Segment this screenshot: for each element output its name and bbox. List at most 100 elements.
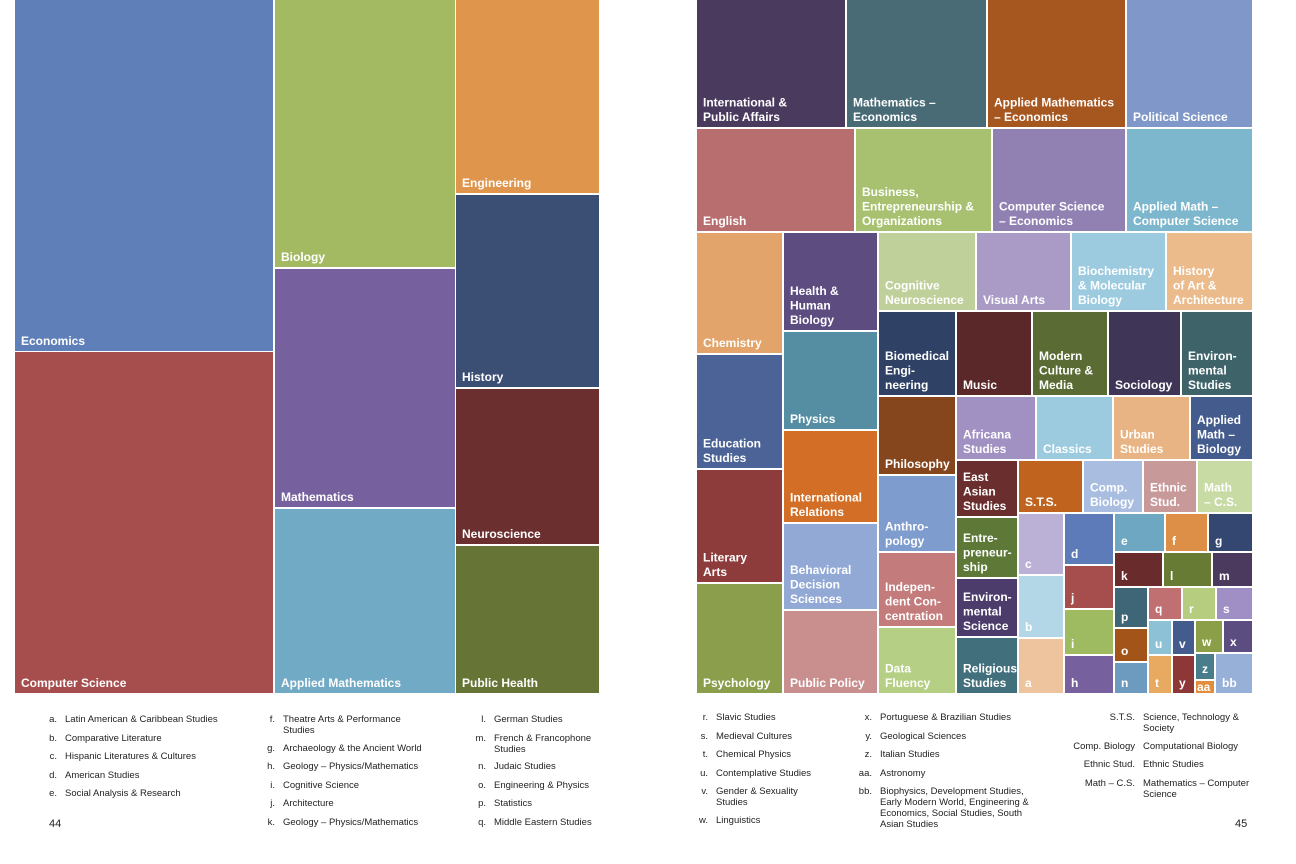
- tile-label-econ: Economics: [21, 334, 85, 348]
- tile-rect-psych: [697, 584, 782, 693]
- tile-rect-t: [1149, 656, 1171, 693]
- tile-label-v: v: [1179, 637, 1186, 651]
- legend-right-a-key: r.: [702, 712, 708, 723]
- tile-rect-pubpol: [784, 611, 877, 693]
- tile-s: s: [1217, 588, 1252, 619]
- tile-rect-envs: [1182, 312, 1252, 395]
- tile-label-bme: Biomedical Engi-neering: [885, 349, 949, 392]
- legend-right-a-key: u.: [700, 767, 708, 779]
- tile-label-lit: Literary Arts: [703, 551, 747, 580]
- tile-j: j: [1065, 566, 1113, 608]
- tile-label-chem: Chemistry: [703, 336, 762, 350]
- tile-label-classics: Classics: [1043, 442, 1092, 456]
- tile-rect-cogneuro: [879, 233, 975, 310]
- tile-rect-urban: [1114, 397, 1189, 459]
- tile-rect-math: [275, 269, 455, 507]
- legend-left-c-value: Engineering & Physics: [494, 779, 590, 791]
- legend-left-c-value: Middle Eastern Studies: [494, 816, 592, 828]
- legend-left-b-value: Geology – Physics/Mathematics: [283, 761, 419, 772]
- tile-rect-econ: [15, 0, 273, 351]
- tile-label-compbio: Comp. Biology: [1090, 481, 1134, 510]
- legend-left-a-key: b.: [49, 732, 57, 744]
- tile-classics: Classics: [1037, 397, 1112, 459]
- tile-visarts: Visual Arts: [977, 233, 1070, 310]
- legend-left-a-key: e.: [49, 788, 57, 799]
- legend-right-c-value: Computational Biology: [1143, 740, 1239, 752]
- tile-rect-afri: [957, 397, 1035, 459]
- tile-label-ambio: Applied Math – Biology: [1197, 413, 1241, 456]
- tile-label-y: y: [1179, 676, 1186, 690]
- legend-left-a-key: d.: [49, 769, 57, 781]
- legend-left-b-key: g.: [267, 742, 275, 754]
- tile-w: w: [1196, 621, 1222, 652]
- tile-i: i: [1065, 610, 1113, 654]
- legend-right-b-key: z.: [864, 749, 872, 760]
- tile-a: a: [1019, 639, 1063, 693]
- tile-label-bds: Behavioral Decision Sciences: [790, 563, 851, 606]
- tile-pols: Political Science: [1127, 0, 1252, 127]
- legend-right-c-value: Mathematics – Computer Science: [1143, 777, 1250, 800]
- tile-label-psych: Psychology: [703, 676, 771, 690]
- legend-left-a-value: Social Analysis & Research: [65, 788, 181, 799]
- tile-ir: International Relations: [784, 431, 877, 522]
- tile-label-hist: History: [462, 370, 504, 384]
- legend-right-a-value: Linguistics: [716, 814, 761, 826]
- tile-beo: Business, Entrepreneurship & Organizations: [856, 129, 991, 231]
- tile-rect-relig: [957, 638, 1017, 693]
- tile-phil: Philosophy: [879, 397, 955, 474]
- legend-left-b-value: Architecture: [283, 798, 334, 809]
- tile-rect-e: [1115, 514, 1164, 551]
- tile-rect-am: [275, 509, 455, 693]
- legend-left-c-key: o.: [478, 779, 486, 791]
- tile-label-w: w: [1201, 635, 1212, 649]
- tile-label-c: c: [1025, 557, 1032, 571]
- tile-label-cogneuro: Cognitive Neuroscience: [885, 279, 964, 308]
- tile-edu: Education Studies: [697, 355, 782, 468]
- tile-label-d: d: [1071, 547, 1078, 561]
- tile-label-r: r: [1189, 602, 1194, 616]
- tile-d: d: [1065, 514, 1113, 564]
- tile-rect-indep: [879, 553, 955, 626]
- tile-e: e: [1115, 514, 1164, 551]
- tile-rect-l: [1164, 553, 1211, 586]
- tile-label-mecon: Mathematics – Economics: [853, 96, 936, 125]
- legend-left-b-value: Theatre Arts & Performance Studies: [283, 714, 401, 736]
- tile-label-p: p: [1121, 610, 1128, 624]
- tile-rect-haa: [1167, 233, 1252, 310]
- legend-right-b-value: Portuguese & Brazilian Studies: [880, 712, 1011, 723]
- tile-relig: Religious Studies: [957, 638, 1017, 693]
- tile-cs: Computer Science: [15, 352, 273, 693]
- tile-ethstud: Ethnic Stud.: [1144, 461, 1196, 512]
- tile-bme: Biomedical Engi-neering: [879, 312, 955, 395]
- tile-label-ethstud: Ethnic Stud.: [1150, 481, 1187, 510]
- tile-bmb: Biochemistry & Molecular Biology: [1072, 233, 1165, 310]
- tile-label-entre: Entre-preneur-ship: [963, 531, 1012, 574]
- legend-left-c-key: p.: [478, 798, 486, 809]
- tile-label-e: e: [1121, 534, 1128, 548]
- tile-rect-eas: [957, 461, 1017, 516]
- tile-label-envs: Environ-mental Studies: [1188, 349, 1237, 392]
- tile-label-visarts: Visual Arts: [983, 293, 1045, 307]
- tile-rect-aa: [1196, 681, 1214, 693]
- tile-rect-amcs: [1127, 129, 1252, 231]
- tile-rect-q: [1149, 588, 1181, 619]
- legend-right-b-value: Italian Studies: [880, 749, 940, 760]
- tile-label-cs: Computer Science: [21, 676, 127, 690]
- legend-left-c-value: Statistics: [494, 798, 533, 809]
- tile-label-a: a: [1025, 676, 1032, 690]
- tile-rect-beo: [856, 129, 991, 231]
- tile-ipa: International & Public Affairs: [697, 0, 845, 127]
- tile-g: g: [1209, 514, 1252, 551]
- tile-anth: Anthro-pology: [879, 476, 955, 551]
- tile-label-afri: Africana Studies: [963, 428, 1011, 457]
- tile-rect-cs: [15, 352, 273, 693]
- tile-label-pols: Political Science: [1133, 110, 1228, 124]
- tile-rect-pols: [1127, 0, 1252, 127]
- legend-left-b-key: k.: [267, 816, 275, 828]
- tile-label-o: o: [1121, 644, 1128, 658]
- legend-right-b-key: x.: [864, 712, 872, 723]
- tile-r: r: [1183, 588, 1215, 619]
- legend-left-b-key: j.: [270, 798, 275, 809]
- legend-right-a-value: Slavic Studies: [716, 712, 776, 723]
